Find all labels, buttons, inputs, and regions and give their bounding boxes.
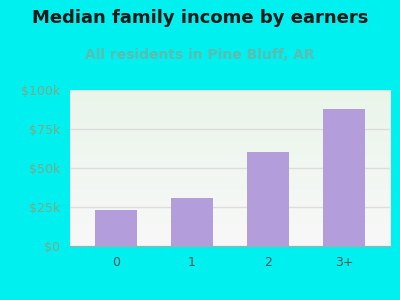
Bar: [95, 210, 137, 246]
Bar: [323, 109, 365, 246]
Bar: [171, 198, 213, 246]
Text: Median family income by earners: Median family income by earners: [32, 9, 368, 27]
Text: All residents in Pine Bluff, AR: All residents in Pine Bluff, AR: [85, 48, 315, 62]
Bar: [247, 152, 289, 246]
